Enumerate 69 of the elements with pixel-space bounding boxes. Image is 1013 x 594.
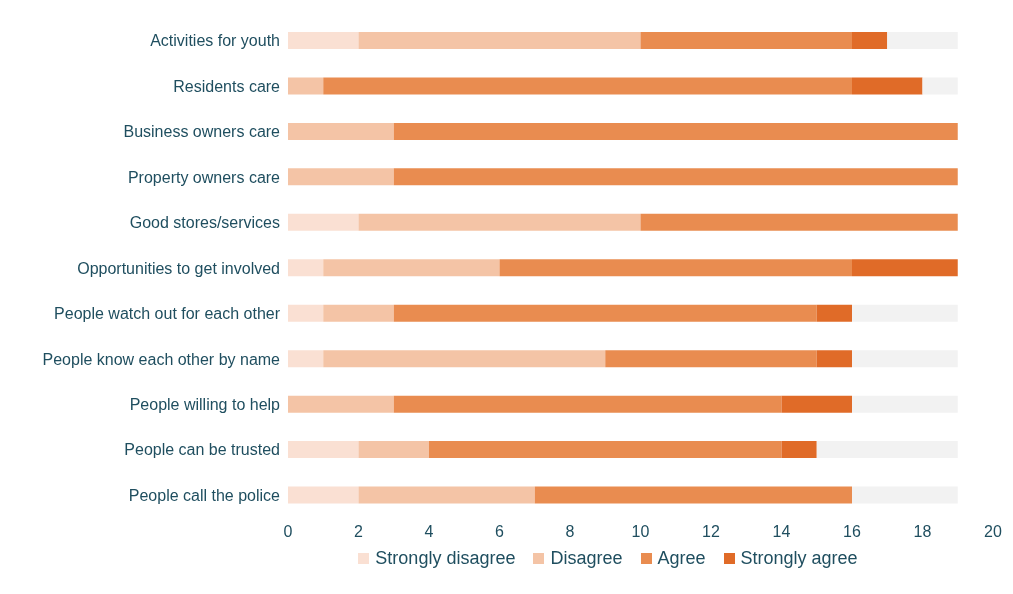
bar	[288, 77, 324, 95]
bar	[816, 304, 852, 322]
y-tick-label: People watch out for each other	[54, 305, 281, 323]
x-tick-label: 6	[495, 523, 505, 541]
bar	[852, 259, 958, 277]
legend-label: Strongly disagree	[375, 548, 516, 569]
bar	[358, 486, 535, 504]
bar	[393, 168, 958, 186]
y-tick-label: Activities for youth	[150, 32, 280, 50]
bar	[393, 122, 958, 140]
bar	[887, 32, 958, 49]
bar	[323, 77, 852, 95]
bar	[852, 350, 958, 368]
bar	[288, 168, 394, 186]
bar	[605, 350, 817, 368]
bar	[852, 486, 958, 504]
y-tick-label: Good stores/services	[129, 214, 280, 232]
legend-label: Agree	[657, 548, 706, 569]
x-tick-label: 2	[354, 523, 364, 541]
y-tick-label: Opportunities to get involved	[77, 259, 280, 277]
bar	[323, 350, 606, 368]
bar	[323, 259, 500, 277]
bar	[288, 213, 359, 231]
x-tick-label: 10	[631, 523, 650, 541]
bar	[393, 304, 817, 322]
bar	[288, 32, 359, 49]
y-tick-label: People can be trusted	[124, 441, 280, 459]
legend-label: Disagree	[550, 548, 623, 569]
bar	[288, 304, 324, 322]
bar	[816, 441, 958, 459]
bar	[922, 77, 958, 95]
bar	[852, 395, 958, 413]
x-tick-label: 4	[424, 523, 434, 541]
bar	[816, 350, 852, 368]
bar	[640, 32, 852, 49]
y-tick-label: People willing to help	[129, 396, 281, 414]
y-tick-label: Residents care	[173, 77, 281, 95]
y-tick-label: Property owners care	[127, 168, 281, 186]
bar	[534, 486, 852, 504]
bar	[852, 32, 888, 49]
bar	[358, 213, 641, 231]
bar	[288, 486, 359, 504]
x-tick-label: 8	[565, 523, 575, 541]
bar	[429, 441, 782, 459]
bar	[288, 395, 394, 413]
bar	[781, 441, 817, 459]
bar	[358, 441, 429, 459]
x-tick-label: 0	[283, 523, 293, 541]
bar	[781, 395, 852, 413]
bar	[393, 395, 782, 413]
x-tick-label: 14	[772, 523, 791, 541]
bar	[288, 259, 324, 277]
x-tick-label: 16	[843, 523, 861, 541]
bar	[499, 259, 852, 277]
x-tick-label: 20	[984, 523, 1002, 541]
bar	[640, 213, 958, 231]
bar	[358, 32, 641, 49]
bar	[852, 77, 923, 95]
y-tick-label: People know each other by name	[42, 350, 281, 368]
x-tick-label: 18	[913, 523, 932, 541]
x-tick-label: 12	[702, 523, 720, 541]
y-tick-label: People call the police	[128, 486, 281, 504]
bar	[288, 122, 394, 140]
bar	[323, 304, 394, 322]
bar	[288, 350, 324, 368]
legend-label: Strongly agree	[740, 548, 858, 569]
bar	[852, 304, 958, 322]
y-tick-label: Business owners care	[123, 123, 281, 141]
bar	[288, 441, 359, 459]
